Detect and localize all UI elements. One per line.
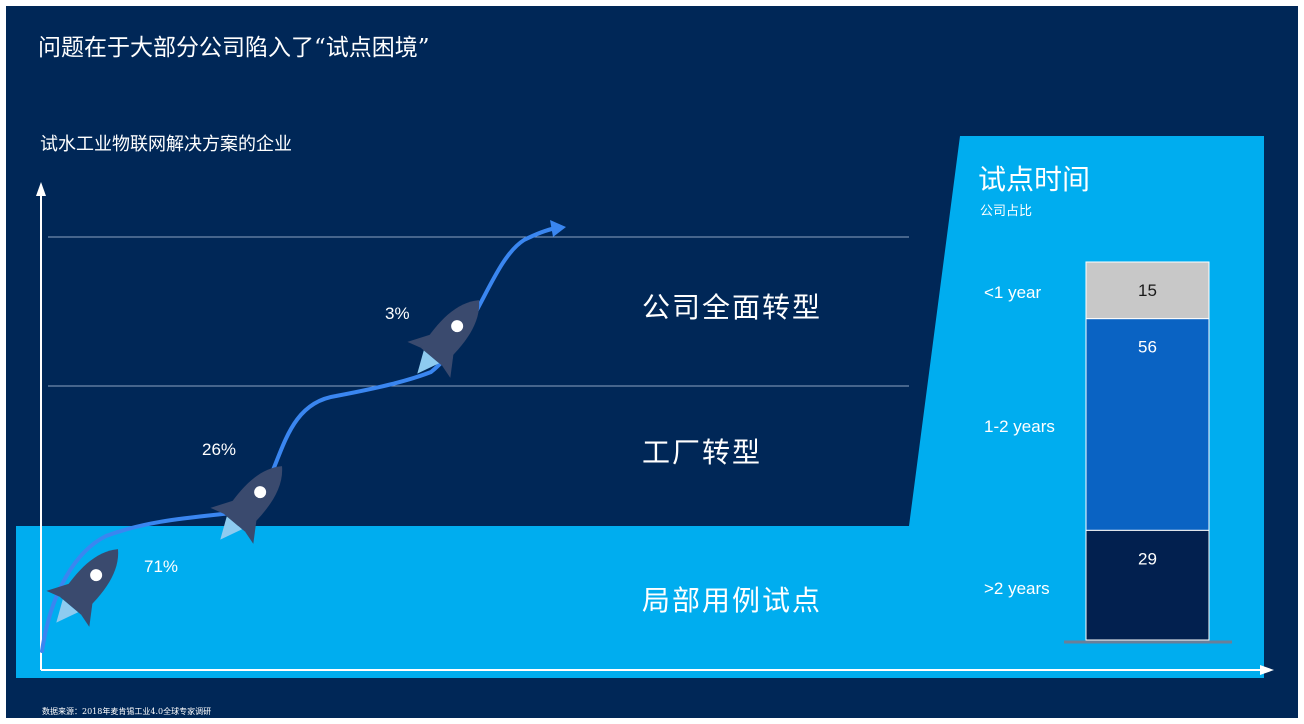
year-label-1-2: 1-2 years xyxy=(984,417,1055,436)
curve-arrow-icon xyxy=(550,220,566,237)
stage-label-factory-transformation: 工厂转型 xyxy=(642,436,763,469)
stage-percent-factory: 26% xyxy=(202,440,237,459)
bar-segment-3 xyxy=(1085,529,1210,641)
bar-value-label-2: 56 xyxy=(1138,338,1157,357)
stage-label-local-pilot: 局部用例试点 xyxy=(642,584,823,617)
stage-label-full-transformation: 公司全面转型 xyxy=(642,291,823,324)
y-axis-arrow-icon xyxy=(36,182,46,196)
bar-value-label-1: 15 xyxy=(1138,281,1157,300)
pilot-time-stacked-bar: 15 56 29 xyxy=(1085,261,1210,641)
bar-value-label-3: 29 xyxy=(1138,549,1157,568)
year-label-over-2: >2 years xyxy=(984,579,1050,598)
bar-segment-2 xyxy=(1085,318,1210,531)
bar-segment-1 xyxy=(1085,261,1210,320)
stage-percent-pilot: 71% xyxy=(144,557,179,576)
pilot-band xyxy=(16,136,1264,678)
pilot-time-subtitle: 公司占比 xyxy=(980,204,1033,219)
slide-title: 问题在于大部分公司陷入了“试点困境” xyxy=(38,35,430,61)
pilot-time-title: 试点时间 xyxy=(978,163,1091,196)
x-axis-arrow-icon xyxy=(1260,665,1274,675)
chart-svg: 15 56 29 xyxy=(16,136,1274,678)
slide: 15 56 29 问题在于大部分公司陷入了“试点困境” 试水工业物联网解决方案的企业… xyxy=(6,6,1298,718)
chart-subtitle: 试水工业物联网解决方案的企业 xyxy=(40,134,292,155)
year-label-under-1: <1 year xyxy=(984,283,1042,302)
stage-percent-full: 3% xyxy=(385,304,410,323)
data-source-note: 数据来源：2018年麦肯锡工业4.0全球专家调研 xyxy=(42,707,212,716)
growth-curve xyxy=(40,226,558,653)
